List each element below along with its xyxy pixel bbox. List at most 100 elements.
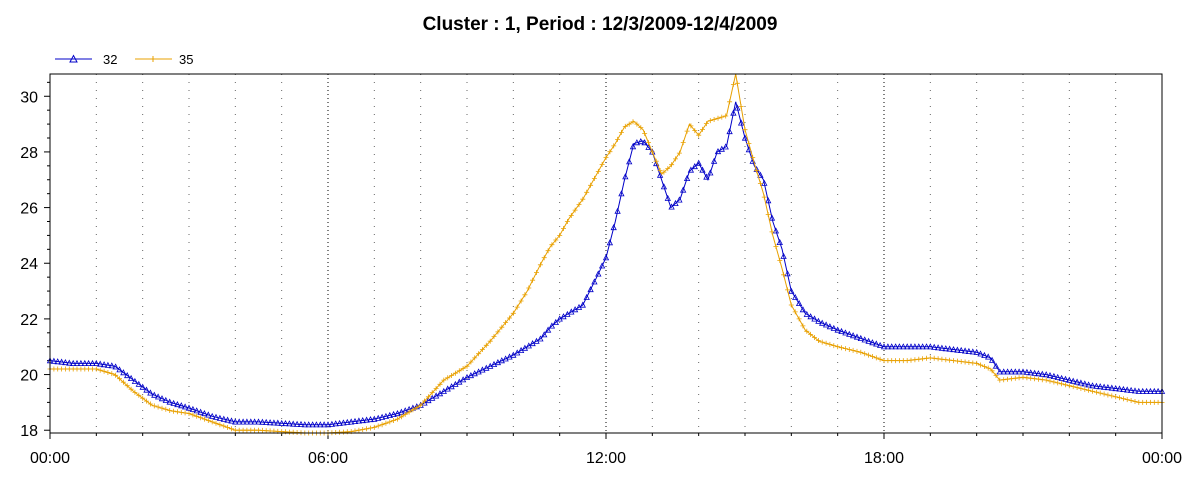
data-point-series-2	[213, 420, 219, 426]
data-point-series-1	[950, 346, 957, 353]
data-point-series-1	[1154, 387, 1162, 394]
data-point-series-1	[116, 366, 123, 373]
data-point-series-2	[124, 383, 130, 389]
data-point-series-2	[580, 196, 586, 202]
data-point-series-2	[1090, 388, 1095, 394]
data-point-series-1	[664, 194, 671, 201]
data-point-series-1	[761, 179, 768, 186]
data-point-series-2	[607, 149, 613, 155]
data-point-series-2	[479, 347, 485, 352]
data-point-series-1	[178, 402, 185, 409]
data-point-series-2	[626, 121, 632, 127]
data-point-series-1	[904, 343, 911, 350]
data-point-series-1	[185, 404, 193, 411]
data-point-series-2	[356, 427, 362, 433]
data-point-series-2	[812, 335, 817, 340]
data-point-series-2	[109, 371, 115, 377]
data-point-series-1	[1116, 385, 1123, 392]
data-point-series-1	[946, 345, 953, 352]
data-point-series-2	[514, 304, 520, 310]
plot-series	[46, 73, 1166, 436]
data-point-series-1	[579, 301, 586, 308]
data-point-series-2	[734, 80, 740, 86]
data-point-series-2	[159, 405, 165, 411]
data-point-series-1	[1085, 381, 1092, 388]
data-point-series-1	[703, 173, 710, 180]
data-point-series-2	[715, 115, 721, 121]
data-point-series-2	[618, 129, 624, 135]
data-point-series-1	[587, 286, 594, 293]
data-point-series-2	[468, 359, 474, 365]
data-point-series-1	[541, 331, 548, 338]
data-point-series-1	[1054, 373, 1061, 380]
data-point-series-1	[174, 401, 181, 408]
data-point-series-1	[741, 134, 749, 141]
data-point-series-1	[100, 361, 108, 368]
data-point-series-1	[317, 421, 324, 428]
data-point-series-1	[1120, 385, 1127, 392]
data-point-series-1	[463, 373, 471, 380]
legend-label-series-2: 35	[179, 52, 193, 67]
legend-item-series-2[interactable]: 35	[135, 52, 193, 67]
data-point-series-1	[89, 359, 96, 366]
data-point-series-2	[653, 158, 659, 164]
data-point-series-1	[371, 415, 378, 422]
data-point-series-2	[742, 127, 748, 133]
data-point-series-2	[433, 386, 439, 391]
data-point-series-1	[355, 417, 363, 424]
data-point-series-1	[838, 327, 845, 334]
data-point-series-2	[939, 356, 945, 362]
x-tick-label: 12:00	[586, 450, 626, 467]
data-point-series-2	[661, 169, 667, 175]
data-point-series-2	[1024, 375, 1030, 381]
data-point-series-2	[545, 248, 551, 254]
data-point-series-2	[719, 114, 725, 120]
data-point-series-1	[888, 343, 895, 350]
data-point-series-2	[209, 419, 215, 425]
data-point-series-1	[722, 143, 729, 150]
data-point-series-1	[108, 362, 115, 369]
data-point-series-1	[205, 411, 212, 418]
data-point-series-1	[224, 416, 231, 423]
data-point-series-1	[209, 412, 216, 419]
data-point-series-2	[599, 161, 605, 167]
data-point-series-2	[151, 403, 157, 409]
data-point-series-1	[954, 346, 961, 353]
data-point-series-2	[568, 213, 574, 218]
data-point-series-1	[915, 343, 922, 350]
data-point-series-1	[259, 418, 266, 425]
data-point-series-2	[1047, 378, 1053, 384]
data-point-series-2	[954, 358, 960, 364]
data-point-series-2	[422, 398, 427, 404]
data-point-series-1	[1023, 368, 1031, 375]
data-point-series-1	[471, 370, 478, 377]
data-point-series-2	[692, 128, 698, 134]
data-point-series-1	[1008, 368, 1015, 375]
data-point-series-2	[819, 339, 825, 345]
data-point-series-2	[483, 342, 489, 348]
data-point-series-2	[1032, 376, 1038, 382]
data-point-series-2	[537, 262, 543, 268]
data-point-series-2	[379, 422, 385, 428]
data-point-series-1	[332, 420, 339, 427]
y-tick-label: 28	[20, 145, 38, 162]
data-point-series-2	[850, 347, 856, 353]
legend-item-series-1[interactable]: 32	[55, 52, 117, 67]
data-point-series-1	[479, 366, 486, 373]
data-point-series-2	[487, 338, 493, 344]
data-point-series-2	[707, 118, 713, 124]
data-point-series-1	[977, 350, 984, 357]
data-point-series-1	[1089, 382, 1096, 389]
data-point-series-2	[1132, 399, 1138, 404]
data-point-series-2	[572, 207, 578, 213]
data-point-series-1	[97, 360, 104, 367]
data-point-series-2	[1020, 374, 1026, 380]
data-point-series-1	[803, 310, 810, 317]
x-tick-label: 00:00	[30, 450, 70, 467]
data-point-series-1	[958, 346, 965, 353]
data-point-series-2	[1120, 396, 1126, 402]
data-point-series-2	[993, 373, 999, 378]
data-point-series-2	[1113, 394, 1119, 400]
data-point-series-1	[757, 171, 764, 178]
